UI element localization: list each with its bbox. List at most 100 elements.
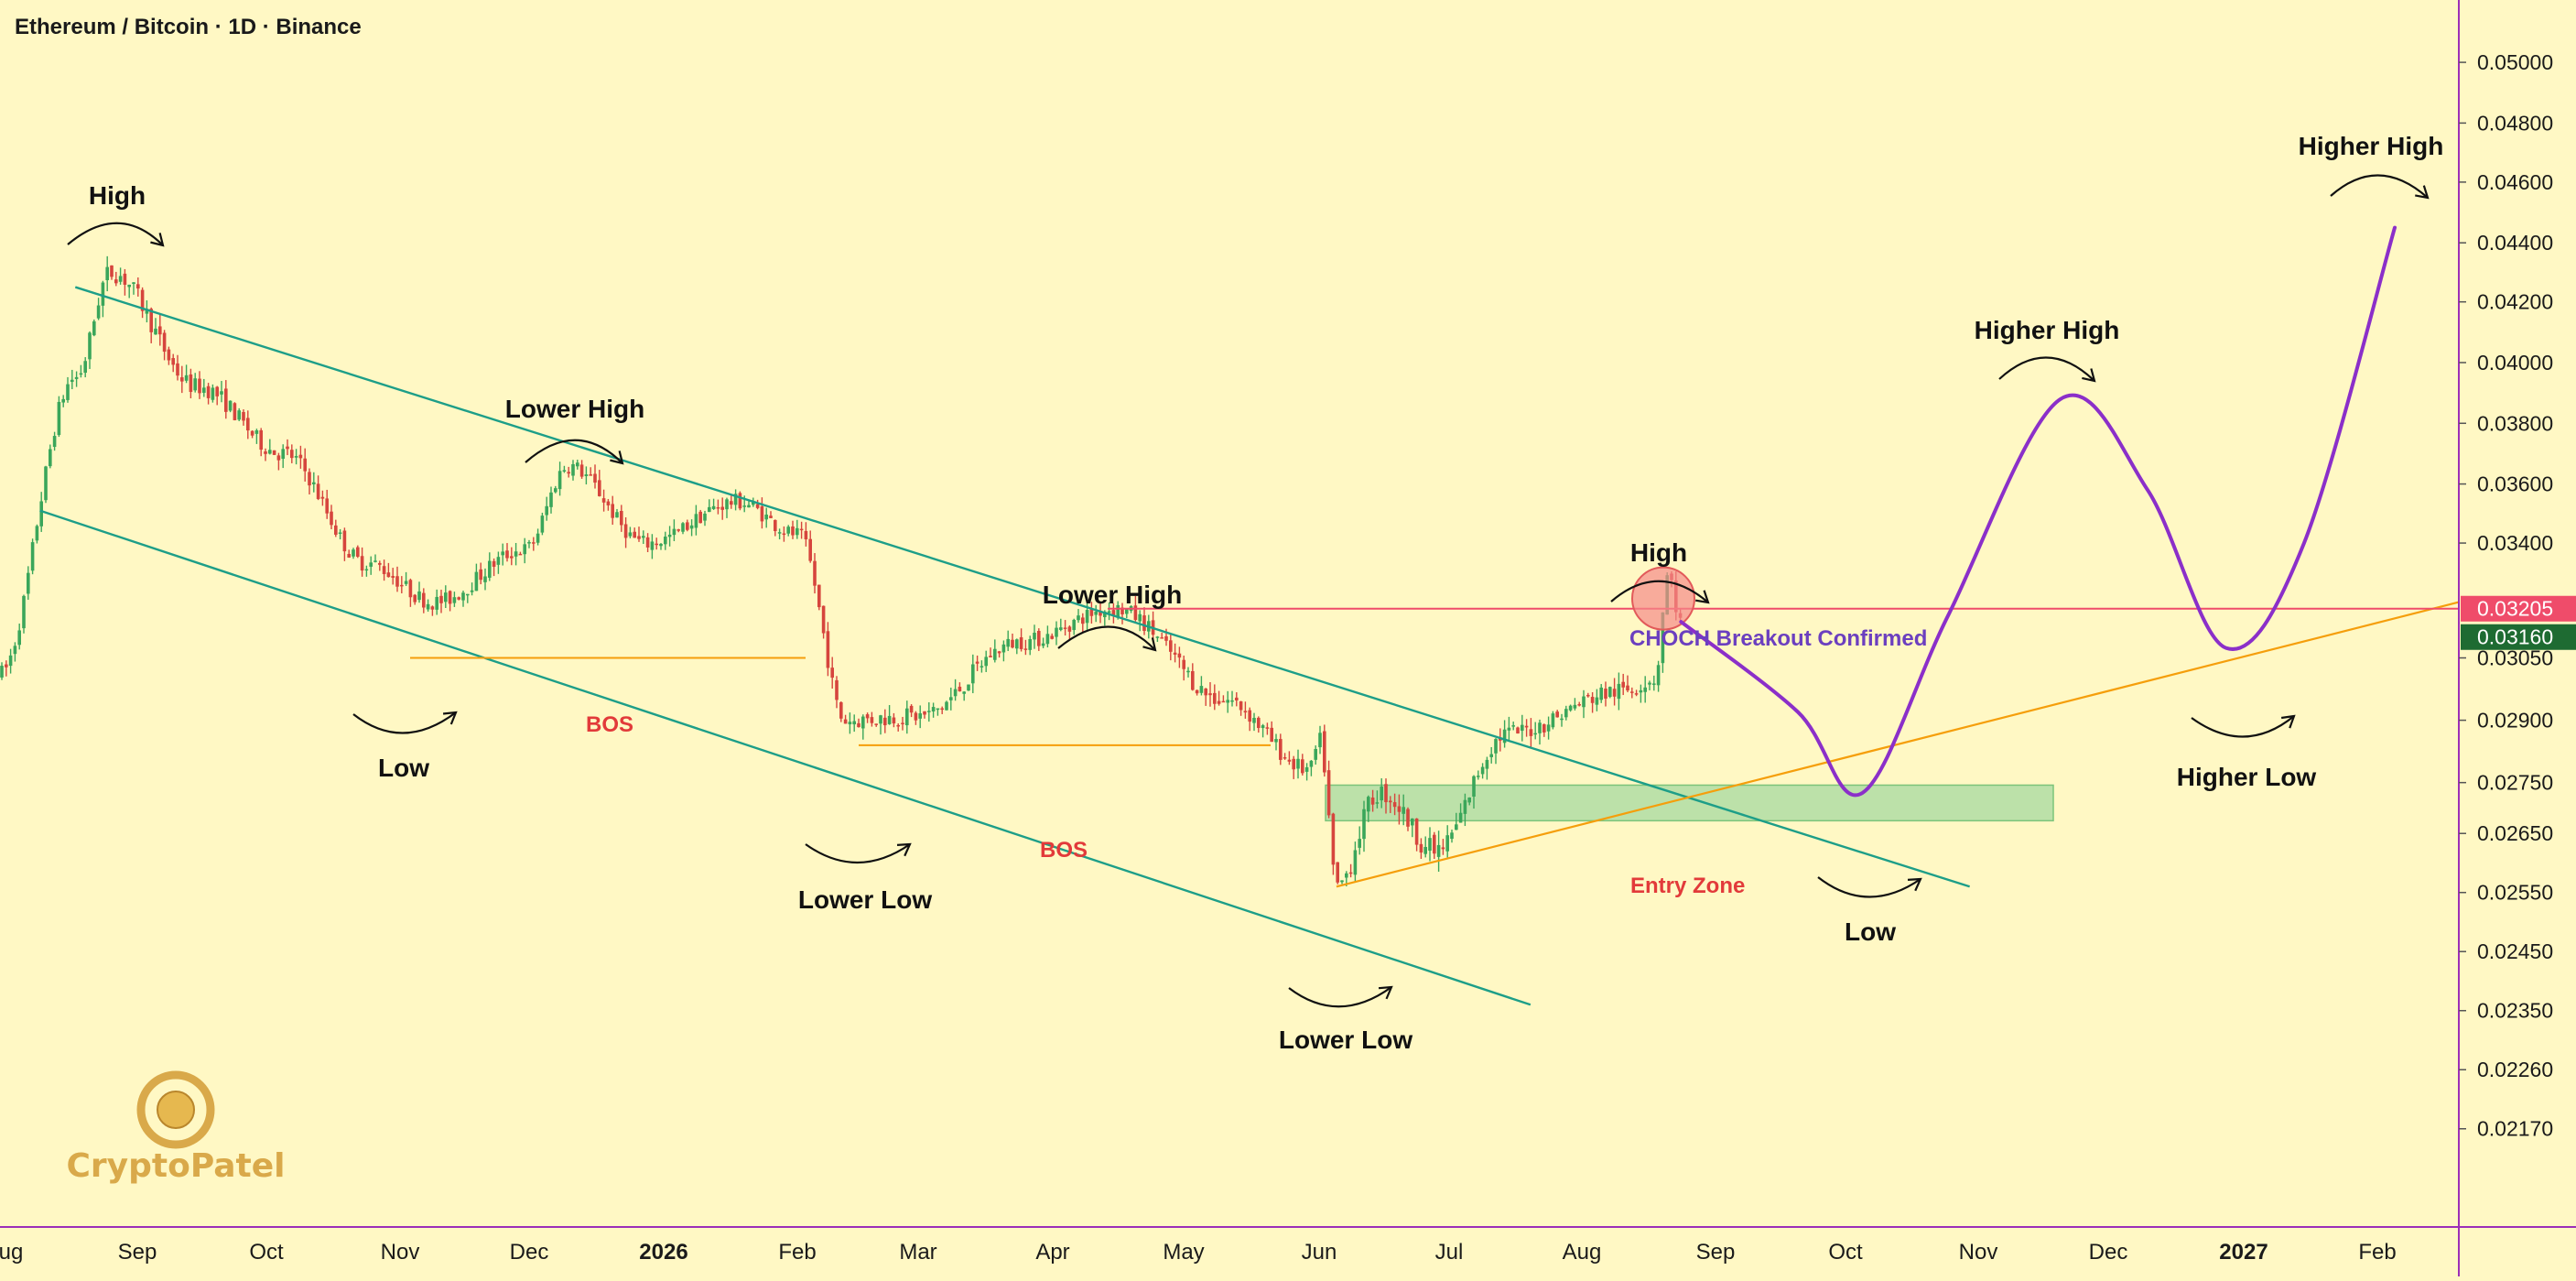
candle-body — [272, 450, 276, 455]
candle-body — [1538, 722, 1542, 733]
candle-body — [360, 556, 364, 571]
candle — [1055, 621, 1058, 646]
candle — [1402, 794, 1405, 826]
label-bos-1: BOS — [586, 712, 633, 737]
candle — [27, 566, 30, 601]
candle-body — [264, 451, 267, 454]
candle-body — [1089, 608, 1094, 616]
candle-body — [584, 474, 589, 476]
arc-low-2 — [1817, 876, 1922, 898]
candle-body — [1103, 611, 1107, 618]
candle-body — [782, 533, 786, 536]
candle — [1111, 603, 1116, 624]
candle — [1392, 793, 1397, 816]
candle — [633, 527, 636, 538]
candle — [382, 559, 386, 581]
candle — [523, 537, 526, 564]
candle-body — [786, 527, 790, 534]
candle-body — [835, 679, 839, 700]
arrow-head — [896, 842, 912, 857]
ascending-trendline[interactable] — [1336, 601, 2460, 888]
candle — [1499, 728, 1502, 752]
candle-body — [1067, 626, 1072, 632]
candle — [777, 528, 782, 540]
candle — [755, 499, 760, 510]
candle — [242, 409, 245, 426]
candle — [1204, 688, 1207, 706]
candle-body — [1384, 784, 1388, 803]
candle-body — [676, 529, 680, 531]
candle-body — [1340, 880, 1344, 883]
candle-body — [1353, 850, 1358, 875]
candle-body — [1507, 727, 1511, 731]
candle — [250, 429, 254, 439]
candle — [488, 552, 492, 581]
candle — [601, 489, 606, 512]
x-tick-label: Oct — [1828, 1240, 1863, 1265]
candle — [492, 558, 496, 577]
candle — [923, 711, 926, 719]
candle — [796, 519, 799, 539]
candle-body — [132, 282, 135, 285]
candle-body — [1015, 639, 1019, 649]
candle-body — [1485, 759, 1489, 769]
candle-body — [320, 496, 325, 499]
candle — [774, 519, 777, 537]
x-tick-label: May — [1163, 1240, 1204, 1265]
price-tag-bg — [2461, 595, 2576, 622]
candle-body — [1186, 670, 1190, 673]
candle — [536, 528, 540, 546]
candle-body — [1116, 604, 1120, 618]
projection-path[interactable] — [1679, 225, 2397, 798]
candle-body — [1573, 704, 1577, 709]
channel-upper-line[interactable] — [74, 286, 1971, 888]
label-lower-high-2: Lower High — [1043, 581, 1182, 609]
candle — [843, 714, 848, 724]
candle — [400, 576, 404, 594]
entry-zone[interactable] — [1325, 784, 2054, 822]
candle — [1455, 812, 1458, 830]
candle — [1155, 635, 1160, 643]
candle-body — [1182, 659, 1185, 669]
candle-body — [1582, 696, 1586, 708]
candle-body — [742, 505, 746, 507]
candle — [448, 590, 452, 612]
candle — [303, 448, 307, 482]
candle-body — [703, 513, 707, 521]
candle-body — [1402, 807, 1405, 814]
candle — [562, 465, 567, 473]
candle — [1480, 763, 1485, 779]
candle-body — [5, 664, 8, 668]
candle — [1186, 667, 1190, 678]
candle-body — [755, 504, 760, 508]
candle-body — [1521, 724, 1524, 732]
candle — [44, 465, 48, 504]
candle-body — [1033, 633, 1036, 640]
candle — [1045, 625, 1050, 648]
candle — [61, 395, 65, 407]
candle — [1551, 711, 1555, 730]
candle — [1217, 690, 1221, 706]
cryptopatel-logo: CryptoPatel — [66, 1070, 286, 1185]
candle-body — [1643, 687, 1647, 692]
candle-body — [1595, 697, 1599, 705]
candle — [557, 461, 562, 496]
candle-body — [1612, 689, 1617, 697]
candle — [162, 330, 167, 361]
channel-lower-line[interactable] — [39, 509, 1532, 1006]
candle-body — [1094, 611, 1098, 615]
candle-body — [1314, 748, 1317, 760]
candle-body — [1630, 691, 1634, 693]
candle — [989, 647, 992, 658]
candle — [1564, 705, 1568, 721]
candle-body — [44, 466, 48, 501]
candle — [1301, 754, 1304, 776]
candle — [211, 384, 215, 403]
candle-body — [430, 606, 435, 610]
candle-body — [791, 526, 795, 536]
candle-body — [804, 530, 808, 540]
candle-body — [1138, 613, 1142, 622]
candle — [1573, 698, 1577, 711]
candle — [804, 522, 808, 547]
